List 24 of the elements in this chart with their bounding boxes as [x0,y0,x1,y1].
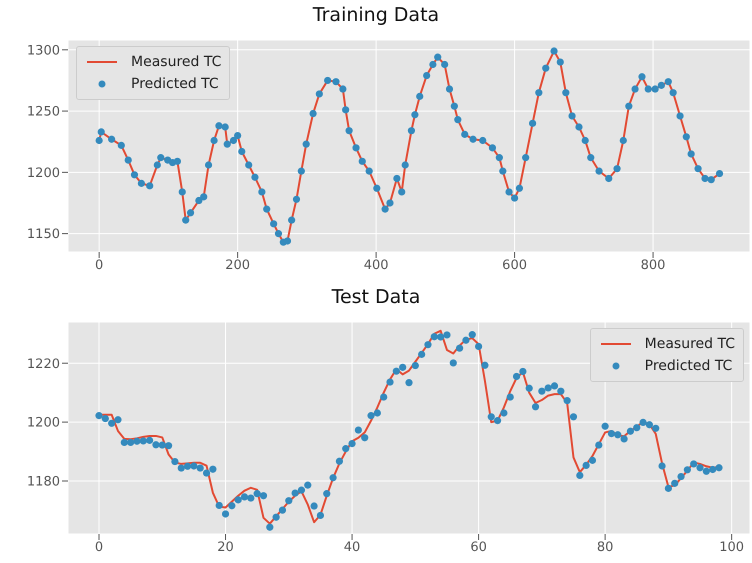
y-tick-label: 1250 [26,104,60,120]
x-tick-label: 0 [95,258,104,274]
x-tick-label: 600 [502,258,528,274]
x-tick-label: 800 [640,258,666,274]
y-tick-label: 1200 [26,416,60,431]
legend-label: Measured TC [131,54,222,70]
x-tick-label: 200 [225,258,250,274]
x-tick-label: 20 [217,540,234,556]
y-tick-label: 1300 [26,43,60,58]
x-tick-label: 0 [94,540,104,556]
legend-label: Measured TC [644,336,735,352]
x-tick-label: 40 [344,540,360,556]
y-tick-label: 1180 [26,474,60,490]
chart-title: Training Data [312,3,440,28]
y-tick-label: 1200 [26,166,60,181]
x-tick-label: 400 [364,258,389,274]
x-tick-label: 60 [470,540,487,556]
chart-title: Test Data [330,285,422,310]
legend-label: Predicted TC [644,358,732,374]
x-tick-label: 100 [719,540,744,556]
x-tick-label: 80 [596,540,614,556]
legend-label: Predicted TC [131,76,219,92]
y-tick-label: 1150 [26,227,60,242]
y-tick-label: 1220 [26,356,60,372]
